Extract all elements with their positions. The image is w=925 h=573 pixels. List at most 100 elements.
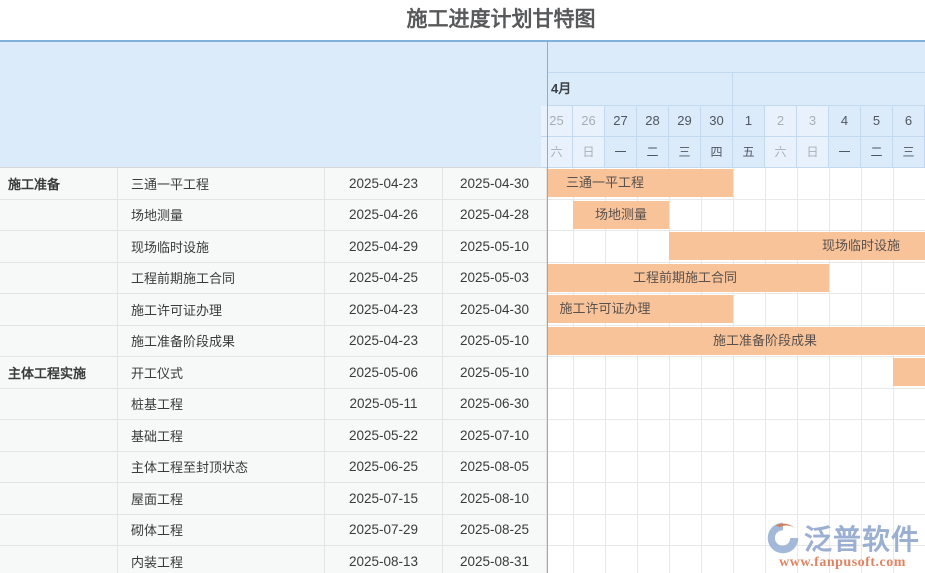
category-cell	[0, 546, 118, 573]
category-cell	[0, 231, 118, 263]
table-row[interactable]: 基础工程 2025-05-22 2025-07-10	[0, 420, 925, 452]
table-row[interactable]: 屋面工程 2025-07-15 2025-08-10	[0, 483, 925, 515]
gantt-bar[interactable]: 工程前期施工合同	[548, 263, 829, 292]
watermark-brand: 泛普软件	[803, 524, 920, 555]
table-row[interactable]: 现场临时设施 2025-04-29 2025-05-10 现场临时设施	[0, 231, 925, 263]
start-date-cell: 2025-04-25	[325, 262, 443, 294]
end-date-cell: 2025-04-30	[443, 294, 547, 326]
table-header-blank	[0, 42, 547, 168]
weekday-cell-27: 一	[605, 137, 637, 168]
end-date-cell: 2025-05-10	[443, 231, 547, 263]
category-cell	[0, 388, 118, 420]
day-cell-29: 29	[669, 106, 701, 137]
start-date-cell: 2025-05-22	[325, 420, 443, 452]
day-cell-25: 25	[541, 106, 573, 137]
category-cell: 施工准备	[0, 168, 118, 200]
table-row[interactable]: 工程前期施工合同 2025-04-25 2025-05-03 工程前期施工合同	[0, 262, 925, 294]
day-cell-4: 4	[829, 106, 861, 137]
start-date-cell: 2025-04-23	[325, 325, 443, 357]
gantt-row-area	[548, 546, 925, 573]
table-row[interactable]: 施工许可证办理 2025-04-23 2025-04-30 施工许可证办理	[0, 294, 925, 326]
task-name-cell: 施工准备阶段成果	[118, 325, 325, 357]
day-cell-6: 6	[893, 106, 925, 137]
gantt-bar[interactable]: 开工仪式	[893, 358, 925, 386]
weekday-cell-30: 四	[701, 137, 733, 168]
table-row[interactable]: 桩基工程 2025-05-11 2025-06-30	[0, 388, 925, 420]
month-cell-may	[733, 73, 925, 105]
table-row[interactable]: 施工准备阶段成果 2025-04-23 2025-05-10 施工准备阶段成果	[0, 325, 925, 357]
end-date-cell: 2025-07-10	[443, 420, 547, 452]
gantt-board: 4月 25 26 27 28 29 30 1 2 3 4 5 6 六日一二三四五六日一二三 施工准备三…	[0, 40, 925, 573]
gantt-bar[interactable]: 三通一平工程	[548, 169, 733, 197]
gantt-row-area: 现场临时设施	[548, 231, 925, 263]
category-cell	[0, 294, 118, 326]
task-name-cell: 砌体工程	[118, 514, 325, 546]
weekday-cell-28: 二	[637, 137, 669, 168]
start-date-cell: 2025-04-23	[325, 168, 443, 200]
task-name-cell: 现场临时设施	[118, 231, 325, 263]
day-cell-3: 3	[797, 106, 829, 137]
category-cell	[0, 451, 118, 483]
task-name-cell: 工程前期施工合同	[118, 262, 325, 294]
weekday-cell-25: 六	[541, 137, 573, 168]
category-cell: 主体工程实施	[0, 357, 118, 389]
table-row[interactable]: 内装工程 2025-08-13 2025-08-31	[0, 546, 925, 573]
task-name-cell: 三通一平工程	[118, 168, 325, 200]
end-date-cell: 2025-08-25	[443, 514, 547, 546]
timeline-top-strip	[548, 42, 925, 73]
weekday-cell-1: 五	[733, 137, 765, 168]
table-row[interactable]: 场地测量 2025-04-26 2025-04-28 场地测量	[0, 199, 925, 231]
day-cell-5: 5	[861, 106, 893, 137]
task-rows: 施工准备 三通一平工程 2025-04-23 2025-04-30 三通一平工程 场地测量…	[0, 168, 925, 573]
gantt-row-area	[548, 388, 925, 420]
gantt-row-area: 工程前期施工合同	[548, 262, 925, 294]
fanpu-logo-icon	[767, 522, 799, 554]
end-date-cell: 2025-08-31	[443, 546, 547, 573]
table-row[interactable]: 砌体工程 2025-07-29 2025-08-25	[0, 514, 925, 546]
gantt-row-area	[548, 420, 925, 452]
weekday-cell-6: 三	[893, 137, 925, 168]
task-name-cell: 内装工程	[118, 546, 325, 573]
timeline-header: 4月 25 26 27 28 29 30 1 2 3 4 5 6 六日一二三四五六日一二三	[541, 42, 925, 168]
gantt-bar[interactable]: 施工准备阶段成果	[548, 326, 925, 355]
start-date-cell: 2025-04-29	[325, 231, 443, 263]
weekday-cell-29: 三	[669, 137, 701, 168]
end-date-cell: 2025-06-30	[443, 388, 547, 420]
gantt-row-area: 开工仪式	[548, 357, 925, 389]
day-cell-1: 1	[733, 106, 765, 137]
end-date-cell: 2025-08-10	[443, 483, 547, 515]
weekday-cell-26: 日	[573, 137, 605, 168]
day-cell-30: 30	[701, 106, 733, 137]
end-date-cell: 2025-04-28	[443, 199, 547, 231]
weekday-cell-4: 一	[829, 137, 861, 168]
task-name-cell: 屋面工程	[118, 483, 325, 515]
weekday-cell-3: 日	[797, 137, 829, 168]
gantt-left-border	[547, 42, 548, 573]
category-cell	[0, 420, 118, 452]
start-date-cell: 2025-08-13	[325, 546, 443, 573]
end-date-cell: 2025-08-05	[443, 451, 547, 483]
watermark-url: www.fanpusoft.com	[779, 555, 906, 570]
category-cell	[0, 199, 118, 231]
start-date-cell: 2025-04-26	[325, 199, 443, 231]
start-date-cell: 2025-05-06	[325, 357, 443, 389]
start-date-cell: 2025-04-23	[325, 294, 443, 326]
task-name-cell: 施工许可证办理	[118, 294, 325, 326]
watermark: 泛普软件 www.fanpusoft.com	[765, 518, 920, 571]
gantt-bar[interactable]: 场地测量	[573, 200, 669, 229]
table-row[interactable]: 施工准备 三通一平工程 2025-04-23 2025-04-30 三通一平工程	[0, 168, 925, 200]
category-cell	[0, 262, 118, 294]
day-cell-27: 27	[605, 106, 637, 137]
day-cell-26: 26	[573, 106, 605, 137]
end-date-cell: 2025-05-10	[443, 357, 547, 389]
timeline-weekday-row: 六日一二三四五六日一二三	[541, 137, 925, 168]
gantt-row-area: 场地测量	[548, 199, 925, 231]
table-row[interactable]: 主体工程至封顶状态 2025-06-25 2025-08-05	[0, 451, 925, 483]
end-date-cell: 2025-05-03	[443, 262, 547, 294]
gantt-bar[interactable]: 施工许可证办理	[548, 295, 733, 323]
gantt-bar[interactable]: 现场临时设施	[669, 232, 925, 260]
start-date-cell: 2025-07-29	[325, 514, 443, 546]
month-cell-april: 4月	[548, 73, 733, 105]
